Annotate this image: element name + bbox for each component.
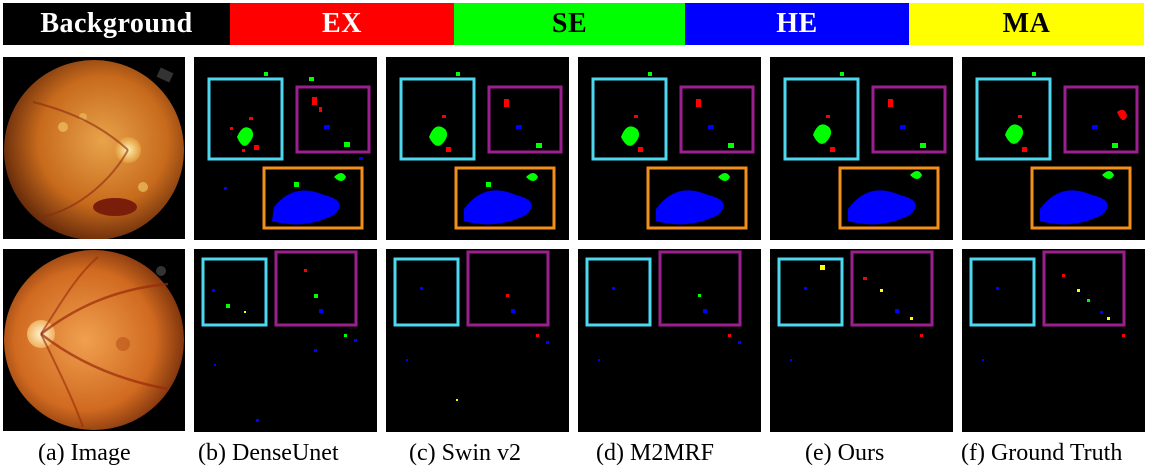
lesion-marks	[429, 72, 542, 225]
segmentation-ground-truth-row1	[962, 57, 1145, 240]
highlight-box-cyan	[207, 77, 284, 161]
legend-ma: MA	[909, 3, 1144, 45]
legend-he: HE	[685, 3, 909, 45]
fundus-image-row1	[3, 57, 185, 239]
lesion-marks	[621, 72, 734, 225]
fundus-image-row2	[3, 249, 185, 431]
segmentation-denseunet-row1	[194, 57, 377, 240]
segmentation-denseunet-row2	[194, 249, 377, 432]
segmentation-m2mrf-row2	[578, 249, 761, 432]
highlight-box-purple	[295, 85, 371, 154]
lesion-marks	[790, 265, 923, 361]
lesion-marks	[1005, 72, 1127, 225]
legend-ex: EX	[230, 3, 454, 45]
segmentation-ours-row2	[770, 249, 953, 432]
lesion-marks	[598, 287, 741, 361]
fundus-photo-1	[3, 57, 185, 239]
segmentation-m2mrf-row1	[578, 57, 761, 240]
lesion-marks	[224, 72, 363, 225]
lesion-marks	[406, 287, 549, 401]
lesion-marks	[212, 269, 357, 422]
fundus-photo-2	[3, 249, 185, 431]
caption-denseunet: (b) DenseUnet	[198, 440, 339, 466]
caption-ours: (e) Ours	[805, 440, 885, 466]
segmentation-swinv2-row2	[386, 249, 569, 432]
caption-m2mrf: (d) M2MRF	[596, 440, 715, 466]
segmentation-swinv2-row1	[386, 57, 569, 240]
lesion-marks	[982, 274, 1125, 361]
caption-ground-truth: (f) Ground Truth	[961, 440, 1123, 466]
caption-image: (a) Image	[38, 440, 131, 466]
caption-swinv2: (c) Swin v2	[409, 440, 521, 466]
segmentation-ours-row1	[770, 57, 953, 240]
segmentation-ground-truth-row2	[962, 249, 1145, 432]
class-legend-bar: Background EX SE HE MA	[3, 3, 1144, 45]
highlight-box-orange	[262, 166, 364, 230]
lesion-marks	[813, 72, 926, 225]
legend-background: Background	[3, 3, 230, 45]
legend-se: SE	[454, 3, 685, 45]
